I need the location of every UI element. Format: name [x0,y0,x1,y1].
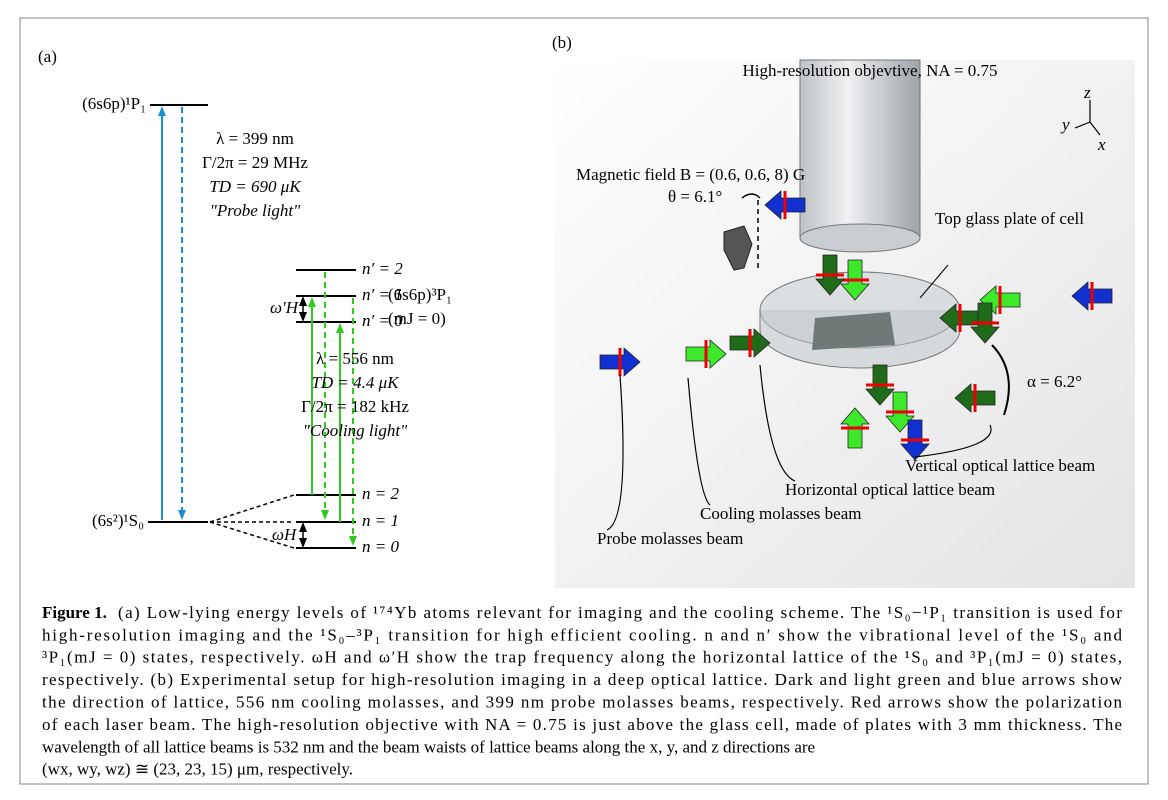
field-label: Magnetic field B = (0.6, 0.6, 8) G [576,165,805,184]
objective-label: High-resolution objevtive, NA = 0.75 [742,61,997,80]
caption-line: ³P₁(mJ = 0) states, respectively. ωH and… [42,648,1122,667]
caption-line: wavelength of all lattice beams is 532 n… [42,737,815,756]
arrow-head [308,297,316,307]
arrow-head [299,312,307,322]
level-label: n = 0 [362,537,399,556]
arrow-head [336,323,344,333]
arrow-head [321,510,329,520]
plate-label: Top glass plate of cell [935,209,1084,228]
axis-label: z [1083,83,1091,102]
transition-info: Γ/2π = 182 kHz [301,397,409,416]
state-label: (6s6p)¹P₁ [82,94,146,113]
arrow-head [178,510,186,520]
state-label: (6s²)¹S₀ [92,511,144,530]
caption-line: (wx, wy, wz) ≅ (23, 23, 15) μm, respecti… [42,760,353,779]
caption-label: Figure 1. [42,603,107,622]
arrow-head [299,538,307,548]
caption-line: of each laser beam. The high-resolution … [42,715,1122,734]
transition-info: λ = 399 nm [216,129,294,148]
transition-info: Γ/2π = 29 MHz [202,153,308,172]
arrow-head [158,106,166,116]
atom-sample [812,312,895,350]
level-label: n = 2 [362,484,399,503]
state-label: (mJ = 0) [388,309,446,328]
panel-label: (b) [552,33,572,52]
beam-label: Vertical optical lattice beam [905,456,1095,475]
objective-body [800,60,920,238]
transition-info: "Probe light" [210,201,301,220]
angle-label: α = 6.2° [1027,372,1082,391]
axis-label: y [1060,115,1070,134]
objective-end [800,224,920,252]
arrow-head [299,522,307,532]
transition-info: λ = 556 nm [316,349,394,368]
state-label: (6s6p)³P₁ [388,285,452,304]
frequency-label: ωH [272,525,298,544]
transition-info: TD = 4.4 μK [311,373,400,392]
caption-line: high-resolution imaging and the ¹S₀–³P₁ … [42,625,1123,644]
transition-info: "Cooling light" [303,421,408,440]
caption-line: respectively. (b) Experimental setup for… [42,670,1123,689]
figure-page: (a) (6s6p)¹P₁ (6s²)¹S₀ λ = 399 nm Γ/2π = 29 … [0,0,1168,800]
caption-line: (a) Low-lying energy levels of ¹⁷⁴Yb ato… [118,603,1122,622]
beam-label: Cooling molasses beam [700,504,861,523]
level-label: n′ = 2 [362,259,403,278]
arrow-head [349,536,357,546]
transition-info: TD = 690 μK [209,177,302,196]
level-label: n = 1 [362,511,399,530]
caption-line: the direction of lattice, 556 nm cooling… [42,693,1123,712]
trap-fan [210,495,294,522]
frequency-label: ω′H [270,298,300,317]
axis-label: x [1097,135,1106,154]
beam-label: Probe molasses beam [597,529,743,548]
panel-label: (a) [38,47,57,66]
arrow-head [299,296,307,306]
beam-label: Horizontal optical lattice beam [785,480,995,499]
angle-label: θ = 6.1° [668,187,722,206]
